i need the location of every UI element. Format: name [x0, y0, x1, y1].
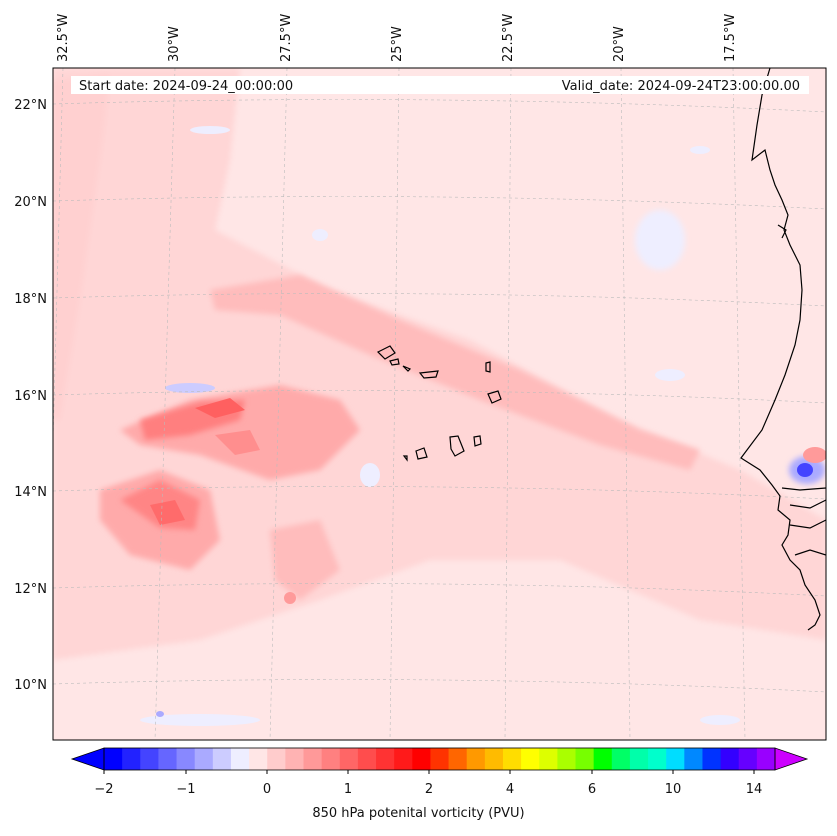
- lat-label: 16°N: [14, 389, 47, 404]
- lat-label: 12°N: [14, 582, 47, 597]
- cabo-verde-islands: [376, 345, 502, 462]
- valid-date-label: Valid_date: 2024-09-24T23:00:00.00: [562, 79, 800, 94]
- colorbar-min-extend: [70, 747, 105, 771]
- lon-label: 25°W: [390, 26, 405, 62]
- pv-field: [53, 68, 826, 740]
- colorbar-segment: [756, 748, 776, 770]
- colorbar-segment: [285, 748, 304, 770]
- colorbar-segment: [611, 748, 631, 770]
- colorbar-segment: [140, 748, 159, 770]
- colorbar-segment: [702, 748, 722, 770]
- colorbar-tick-label: 0: [263, 782, 271, 797]
- lon-label: 22.5°W: [501, 14, 516, 62]
- colorbar-segment: [575, 748, 595, 770]
- colorbar-segment: [176, 748, 196, 770]
- colorbar-segment: [267, 748, 286, 770]
- colorbar-segment: [738, 748, 758, 770]
- lon-label: 27.5°W: [279, 14, 294, 62]
- colorbar-segment: [666, 748, 685, 770]
- colorbar-segment: [720, 748, 740, 770]
- colorbar-segment: [484, 748, 504, 770]
- colorbar-tick-label: −1: [176, 782, 195, 797]
- colorbar-segment: [104, 748, 123, 770]
- colorbar-segment: [629, 748, 649, 770]
- colorbar: [70, 747, 809, 774]
- colorbar-segment: [502, 748, 522, 770]
- colorbar-segment: [394, 748, 413, 770]
- header-band: [71, 76, 809, 94]
- colorbar-segment: [448, 748, 468, 770]
- colorbar-segment: [321, 748, 341, 770]
- lat-label: 22°N: [14, 98, 47, 113]
- colorbar-tick-label: 14: [746, 782, 763, 797]
- colorbar-segment: [684, 748, 703, 770]
- colorbar-segment: [357, 748, 377, 770]
- colorbar-segment: [194, 748, 214, 770]
- latitude-labels: 22°N 20°N 18°N 16°N 14°N 12°N 10°N: [14, 98, 47, 693]
- colorbar-segment: [339, 748, 359, 770]
- colorbar-segment: [593, 748, 613, 770]
- colorbar-segment: [557, 748, 577, 770]
- lon-label: 20°W: [612, 26, 627, 62]
- colorbar-label: 850 hPa potenital vorticity (PVU): [312, 806, 525, 821]
- longitude-labels: 32.5°W 30°W 27.5°W 25°W 22.5°W 20°W 17.5…: [56, 14, 738, 62]
- colorbar-segment: [466, 748, 486, 770]
- colorbar-ticks: −2 −1 0 1 2 4 6 10 14: [94, 782, 762, 797]
- colorbar-segment: [648, 748, 667, 770]
- colorbar-segment: [158, 748, 178, 770]
- colorbar-frame: [103, 747, 776, 771]
- lon-label: 32.5°W: [56, 14, 71, 62]
- lat-label: 10°N: [14, 678, 47, 693]
- colorbar-segment: [412, 748, 431, 770]
- lat-label: 20°N: [14, 195, 47, 210]
- lon-label: 30°W: [167, 26, 182, 62]
- colorbar-segment: [230, 748, 250, 770]
- colorbar-max-extend: [774, 747, 809, 771]
- colorbar-segment: [521, 748, 540, 770]
- colorbar-tick-label: 10: [665, 782, 682, 797]
- colorbar-segment: [249, 748, 268, 770]
- colorbar-segment: [303, 748, 323, 770]
- colorbar-segment: [376, 748, 395, 770]
- lat-label: 14°N: [14, 485, 47, 500]
- colorbar-tick-label: 6: [588, 782, 596, 797]
- colorbar-segment: [430, 748, 450, 770]
- colorbar-segment: [539, 748, 558, 770]
- start-date-label: Start date: 2024-09-24_00:00:00: [79, 79, 293, 94]
- west-africa-coastline: [740, 68, 826, 631]
- colorbar-segment: [212, 748, 232, 770]
- colorbar-tick-label: 1: [344, 782, 352, 797]
- colorbar-tick-label: 2: [425, 782, 433, 797]
- lat-label: 18°N: [14, 292, 47, 307]
- colorbar-tick-label: −2: [94, 782, 113, 797]
- colorbar-tick-label: 4: [506, 782, 514, 797]
- colorbar-segment: [122, 748, 141, 770]
- map-frame: [52, 67, 827, 741]
- lon-label: 17.5°W: [723, 14, 738, 62]
